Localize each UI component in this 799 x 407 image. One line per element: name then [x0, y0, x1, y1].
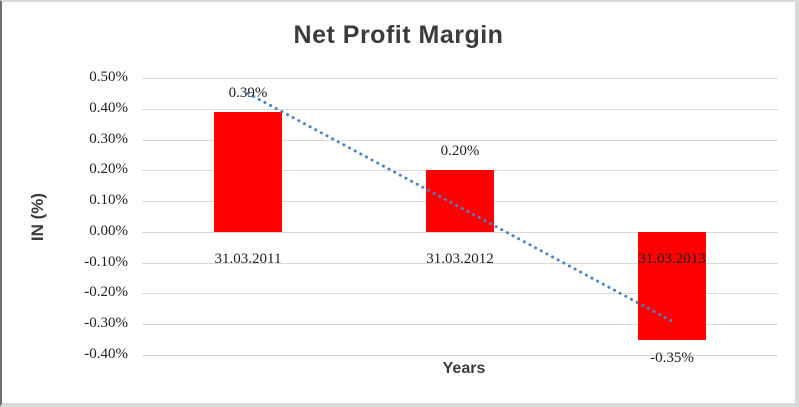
y-tick-label: 0.10% — [89, 192, 128, 208]
chart-title: Net Profit Margin — [293, 21, 504, 49]
y-tick-label: 0.20% — [89, 161, 128, 177]
bar-31.03.2012 — [426, 170, 494, 232]
y-tick-label: -0.40% — [84, 346, 128, 362]
data-label: -0.35% — [650, 350, 694, 366]
x-axis-title: Years — [442, 360, 486, 377]
gridline — [142, 109, 778, 110]
y-tick-label: 0.40% — [89, 100, 128, 116]
category-label: 31.03.2013 — [638, 251, 706, 267]
gridline — [142, 78, 778, 79]
data-label: 0.39% — [228, 85, 268, 101]
gridline — [142, 324, 778, 325]
bar-31.03.2013 — [638, 232, 706, 340]
category-label: 31.03.2011 — [214, 251, 282, 267]
y-tick-label: -0.20% — [84, 284, 128, 300]
category-label: 31.03.2012 — [426, 251, 494, 267]
y-tick-label: 0.30% — [89, 131, 128, 147]
gridline — [142, 355, 778, 356]
data-label: 0.20% — [440, 143, 480, 159]
y-tick-label: -0.30% — [84, 315, 128, 331]
bar-31.03.2011 — [214, 112, 282, 232]
y-tick-label: 0.00% — [89, 223, 128, 239]
y-tick-label: -0.10% — [84, 254, 128, 270]
y-tick-label: 0.50% — [89, 69, 128, 85]
